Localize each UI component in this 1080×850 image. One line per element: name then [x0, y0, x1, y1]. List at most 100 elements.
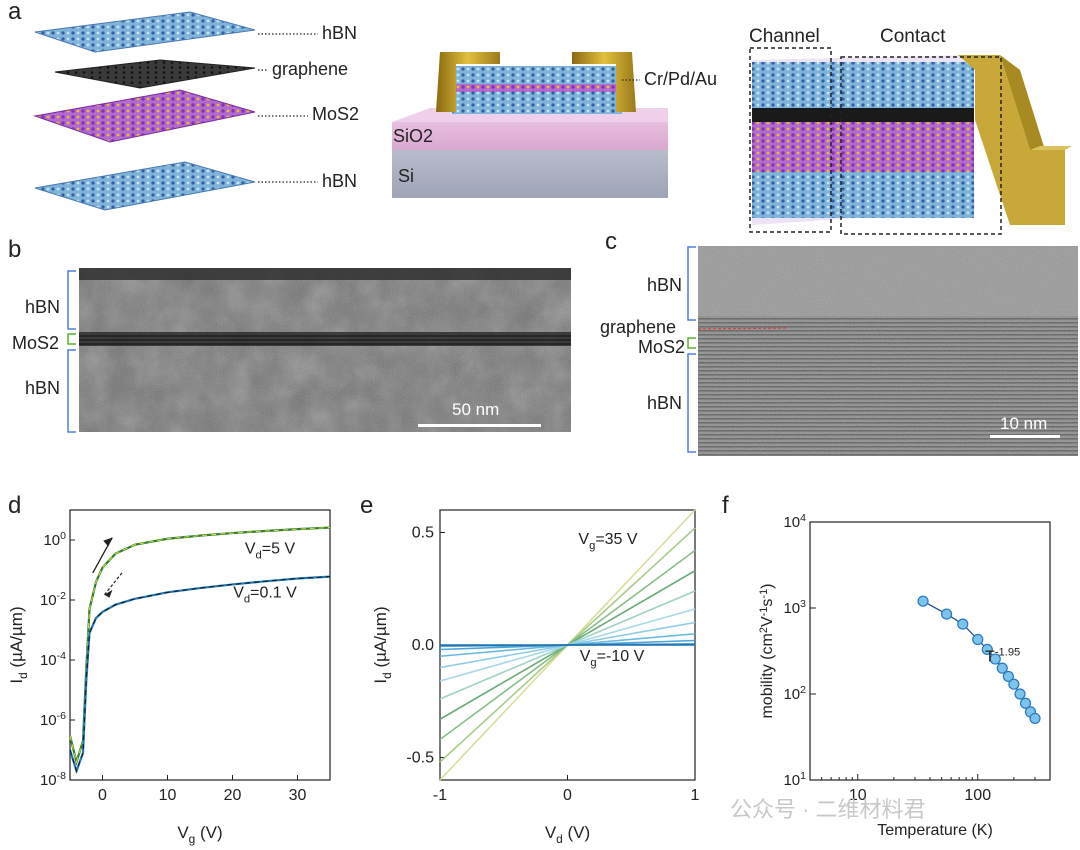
contact-region-box — [840, 56, 1002, 235]
chart-d-xtick-label-0: 0 — [98, 787, 107, 804]
chart-f-point-5 — [989, 653, 1001, 665]
label-channel: Channel — [749, 26, 820, 47]
chart-e-ylabel: Id (µA/µm) — [371, 606, 394, 683]
chart-d: 0 10 20 30 10-8 10-6 10-4 10-2 100 Vd=5 V Vd=0.1 V… — [7, 509, 331, 846]
label-c-hbn-bottom: hBN — [647, 393, 683, 413]
chart-f-point-2 — [957, 618, 969, 630]
sio2-layer — [392, 122, 668, 150]
panel-label-a: a — [8, 0, 22, 25]
chart-d-xtick-label-3: 30 — [289, 787, 307, 804]
chart-d-frame — [69, 509, 331, 781]
panel-label-d: d — [8, 492, 22, 519]
chart-d-ytick-label-0: 10-8 — [40, 770, 66, 789]
hbn-bottom-layer — [34, 161, 256, 211]
chart-d-series-dash-1 — [69, 576, 331, 773]
chart-f-point-1 — [940, 608, 953, 620]
chart-d-arrow-reverse-head — [104, 589, 113, 598]
chart-d-xlabel: Vg (V) — [177, 823, 222, 846]
panel-label-c: c — [605, 228, 617, 255]
chart-d-series-dash-0 — [69, 527, 331, 764]
chart-e-annotation-0: Vg=35 V — [578, 531, 637, 552]
panel-label-f: f — [722, 492, 729, 519]
label-c-hbn-top: hBN — [647, 275, 683, 295]
panel-a: hBN graphene MoS2 hBN Cr/Pd/Au SiO2 Si C… — [0, 0, 1080, 240]
label-hbn-bottom: hBN — [322, 171, 358, 191]
tem-image-c — [698, 246, 1078, 456]
chart-e-xtick-label-0: -1 — [433, 787, 447, 804]
chart-d-arrow-reverse — [103, 572, 123, 596]
chart-d-ylabel: Id (µA/µm) — [7, 606, 30, 683]
chart-f-point-10 — [1019, 697, 1032, 709]
chart-d-ytick-label-1: 10-6 — [40, 710, 66, 729]
chart-f-fit-line — [922, 600, 1036, 719]
hbn-top-layer — [34, 11, 256, 53]
hbn-stack-top — [452, 66, 622, 84]
chart-f-ytick-label-3: 104 — [783, 512, 806, 531]
metal-contact-3d — [958, 55, 1065, 225]
chart-f-xlabel: Temperature (K) — [877, 822, 993, 839]
device-cross-section — [392, 52, 668, 198]
hbn-stack-bottom — [452, 90, 622, 114]
scale-bar-b — [418, 424, 541, 427]
mos2-stack — [452, 82, 622, 92]
chart-f-point-9 — [1014, 688, 1026, 700]
chart-d-ytick-label-4: 100 — [43, 530, 66, 549]
chart-e-xtick-label-2: 1 — [691, 787, 700, 804]
chart-f-xtick-label-0: 10 — [849, 787, 867, 804]
chart-d-annotation-0: Vd=5 V — [245, 541, 296, 562]
chart-f-ytick-label-1: 102 — [783, 684, 806, 703]
scale-text-b: 50 nm — [452, 400, 500, 419]
chart-f-point-8 — [1008, 678, 1020, 690]
chart-d-ytick-label-3: 10-2 — [40, 590, 66, 609]
chart-d-series-1 — [68, 575, 331, 775]
chart-e-ytick-label-0: -0.5 — [406, 750, 434, 767]
chart-d-xtick-label-2: 20 — [224, 787, 242, 804]
label-b-hbn-bottom: hBN — [25, 378, 61, 398]
scale-bar-c — [990, 435, 1060, 438]
label-mos2: MoS2 — [312, 104, 360, 124]
panel-label-e: e — [360, 492, 374, 519]
chart-d-series-0 — [68, 526, 331, 767]
label-b-hbn-top: hBN — [25, 297, 61, 317]
bracket-c — [687, 246, 696, 453]
panel-a-drawing — [33, 11, 1072, 235]
chart-f-ytick-label-0: 101 — [783, 770, 806, 789]
chart-e-ytick-label-2: 0.5 — [412, 525, 434, 542]
exploded-stack — [33, 11, 318, 211]
mos2-layer — [33, 89, 256, 143]
label-contact-metal: Cr/Pd/Au — [644, 69, 718, 89]
chart-e: -1 0 1 -0.5 0.0 0.5 Vg=35 V Vg=-10 V Vd (V) Id (µ… — [371, 509, 700, 846]
chart-d-annotation-1: Vd=0.1 V — [233, 585, 297, 606]
chart-f-ytick-label-2: 103 — [783, 598, 806, 617]
chart-e-xtick-label-1: 0 — [563, 787, 572, 804]
chart-d-arrow-forward-head — [103, 537, 113, 547]
label-sio2: SiO2 — [393, 126, 434, 146]
label-c-mos2: MoS2 — [638, 337, 686, 357]
left-contact — [436, 52, 500, 112]
label-si: Si — [398, 166, 415, 186]
chart-f-point-6 — [996, 662, 1008, 674]
chart-f: 10 100 101 102 103 104 T-1.95 Temperature (K) mo… — [758, 512, 1051, 839]
chart-f-point-3 — [972, 633, 984, 646]
scale-text-c: 10 nm — [1000, 414, 1048, 433]
chart-e-annotation-1: Vg=-10 V — [580, 648, 645, 669]
chart-f-point-12 — [1029, 712, 1041, 725]
label-hbn-top: hBN — [322, 23, 358, 43]
right-contact — [572, 52, 636, 112]
chart-d-ytick-label-2: 10-4 — [40, 650, 66, 669]
label-contact: Contact — [880, 26, 946, 47]
channel-contact-zoom — [749, 47, 1072, 235]
panel-label-b: b — [8, 236, 22, 263]
graphene-layer — [54, 59, 256, 89]
label-b-mos2: MoS2 — [12, 333, 60, 353]
chart-f-point-4 — [981, 643, 993, 656]
chart-f-xtick-label-1: 100 — [964, 787, 991, 804]
silicon-substrate — [392, 150, 668, 198]
chart-f-annotation: T-1.95 — [985, 646, 1020, 665]
chart-f-point-7 — [1002, 670, 1014, 683]
label-c-graphene: graphene — [600, 317, 677, 337]
chart-f-ylabel: mobility (cm2V-1s-1) — [758, 583, 776, 718]
watermark: 公众号 · 二维材料君 — [730, 797, 926, 822]
bracket-b — [67, 270, 76, 433]
chart-f-point-0 — [917, 595, 929, 607]
